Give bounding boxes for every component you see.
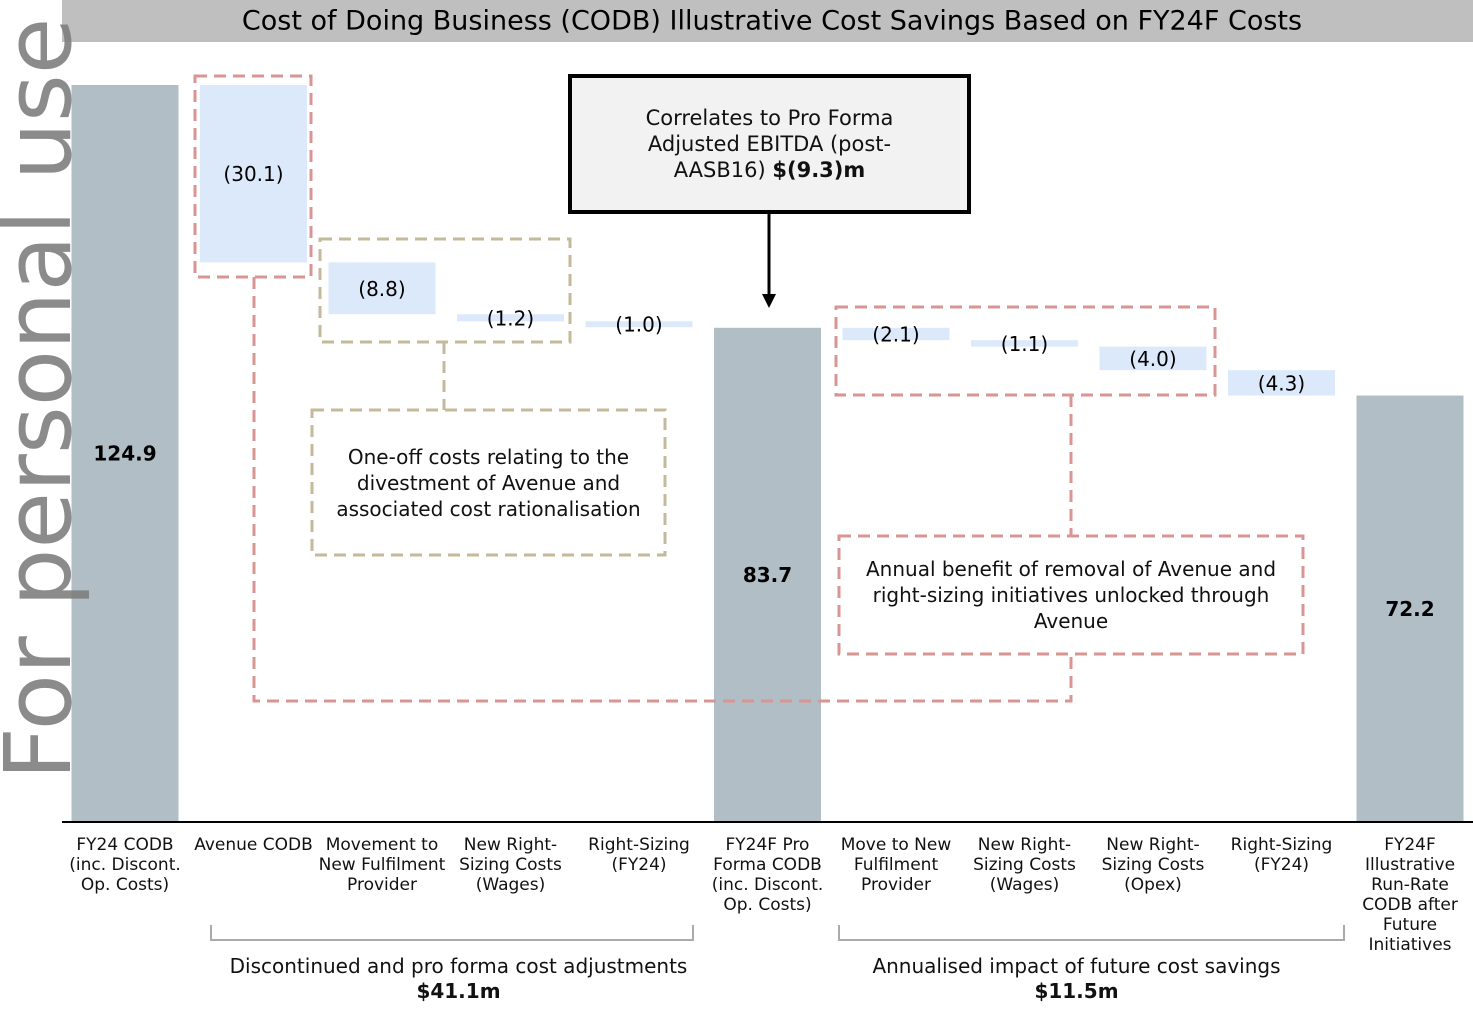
x-tick-label: Right-Sizing (FY24) (588, 835, 690, 875)
value-label: 124.9 (93, 442, 156, 466)
group-amount: $41.1m (416, 979, 501, 1003)
bar (1356, 395, 1464, 821)
bar (328, 262, 436, 315)
value-label: 83.7 (743, 563, 792, 587)
callout-box (568, 74, 971, 214)
watermark: For personal use only (0, 0, 92, 780)
future-box (834, 305, 1217, 397)
arrow-head (762, 294, 776, 308)
value-label: (8.8) (358, 277, 405, 301)
value-label: (1.2) (487, 306, 534, 330)
annotation-text: One-off costs relating to the divestment… (336, 444, 641, 521)
callout: Correlates to Pro Forma Adjusted EBITDA … (574, 80, 965, 208)
title-bar (62, 0, 1473, 42)
value-label: (4.0) (1129, 347, 1176, 371)
avenue-box (193, 74, 313, 279)
value-label: (4.3) (1258, 371, 1305, 395)
x-tick-label: Right-Sizing (FY24) (1230, 835, 1333, 875)
chart-title: Cost of Doing Business (CODB) Illustrati… (242, 6, 1302, 37)
value-label: (1.1) (1001, 332, 1048, 356)
bracket (838, 925, 1345, 941)
value-label: 72.2 (1385, 597, 1434, 621)
annotation-box (310, 408, 667, 557)
value-label: (2.1) (872, 322, 919, 346)
bar (71, 85, 179, 821)
connector (252, 277, 1073, 703)
bar (200, 85, 307, 263)
bar (971, 340, 1078, 347)
x-tick-label: FY24F Pro Forma CODB (inc. Discont. Op. … (711, 835, 824, 915)
bars: 124.9 (30.1) (8.8) (1.2) (1.0) 83.7 (2.1) (1.1)… (71, 85, 1464, 821)
value-label: (30.1) (223, 162, 283, 186)
x-tick-label: New Right-Sizing Costs (Opex) (1101, 835, 1205, 895)
bar (457, 314, 564, 322)
bar (585, 321, 693, 328)
x-tick-label: Move to New Fulfilment Provider (840, 835, 952, 895)
group-name: Discontinued and pro forma cost adjustme… (229, 954, 688, 978)
annotation-box (837, 534, 1305, 656)
bracket (210, 925, 694, 941)
x-tick-label: FY24 CODB (inc. Discont. Op. Costs) (69, 835, 181, 895)
x-tick-label: Movement to New Fulfilment Provider (318, 835, 446, 895)
annotation-text: Annual benefit of removal of Avenue and … (865, 557, 1277, 633)
x-tick-label: FY24F Illustrative Run-Rate CODB after F… (1362, 835, 1458, 955)
group-name: Annualised impact of future cost savings (872, 954, 1281, 978)
x-tick-label: New Right-Sizing Costs (Wages) (459, 835, 562, 895)
group-label: Discontinued and pro forma cost adjustme… (211, 954, 706, 1004)
annotation: Annual benefit of removal of Avenue and … (843, 540, 1299, 650)
x-tick-label: New Right-Sizing Costs (Wages) (973, 835, 1076, 895)
bar (1099, 346, 1207, 371)
annotation: One-off costs relating to the divestment… (316, 414, 661, 551)
value-label: (1.0) (615, 313, 662, 337)
bar (842, 327, 950, 341)
bar (714, 327, 821, 821)
group-amount: $11.5m (1034, 979, 1119, 1003)
x-tick-label: Avenue CODB (194, 835, 313, 855)
group-label: Annualised impact of future cost savings… (839, 954, 1314, 1004)
callout-text: Correlates to Pro Forma Adjusted EBITDA … (645, 106, 894, 182)
callout-emphasis: $(9.3)m (772, 158, 866, 182)
bar (1228, 370, 1335, 396)
